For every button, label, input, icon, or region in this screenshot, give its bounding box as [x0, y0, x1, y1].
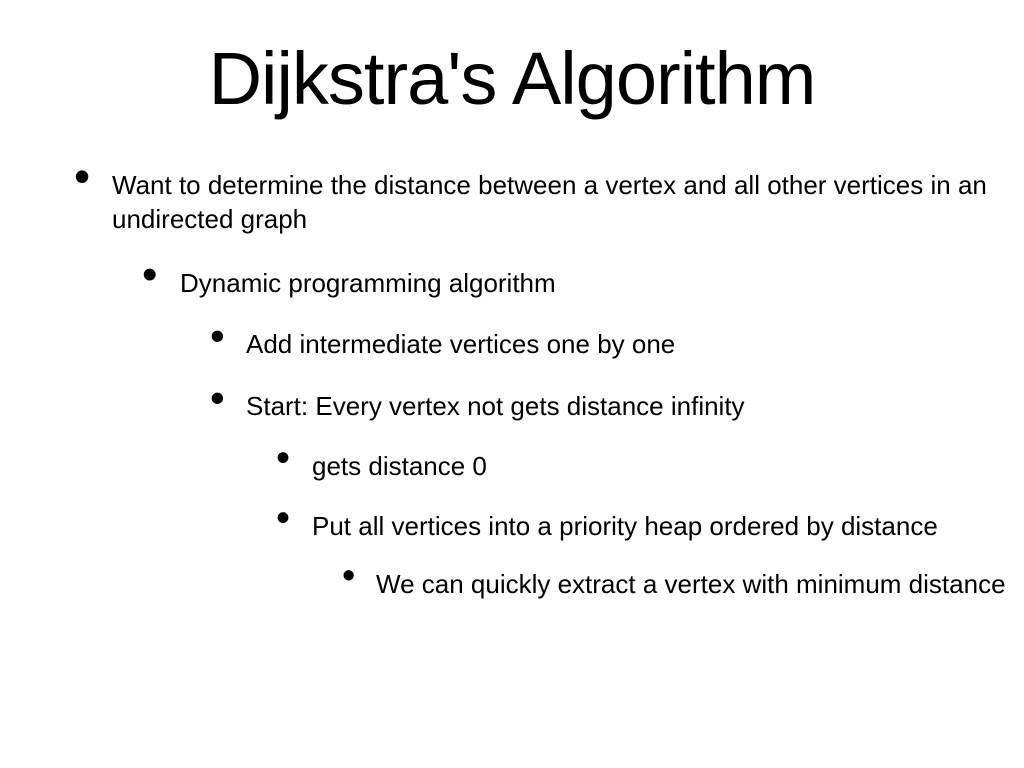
list-item: Put all vertices into a priority heap or… [270, 510, 1024, 602]
bullet-text: Dynamic programming algorithm [180, 268, 556, 298]
bullet-list: Add intermediate vertices one by one Sta… [180, 328, 1024, 601]
list-item: Want to determine the distance between a… [68, 169, 1024, 601]
list-item: Start: Every vertex not gets distance in… [204, 390, 1024, 601]
bullet-text: Put all vertices into a priority heap or… [312, 511, 938, 541]
bullet-text: We can quickly extract a vertex with min… [376, 569, 1006, 599]
bullet-list: Dynamic programming algorithm Add interm… [112, 267, 1024, 602]
bullet-text: Start: Every vertex not gets distance in… [246, 391, 745, 421]
bullet-text: Want to determine the distance between a… [112, 170, 987, 234]
list-item: Add intermediate vertices one by one [204, 328, 1024, 362]
list-item: gets distance 0 [270, 450, 1024, 484]
list-item: We can quickly extract a vertex with min… [336, 568, 1024, 602]
bullet-list: gets distance 0 Put all vertices into a … [246, 450, 1024, 601]
slide-title: Dijkstra's Algorithm [0, 0, 1024, 121]
bullet-text: gets distance 0 [312, 451, 487, 481]
slide: Dijkstra's Algorithm Want to determine t… [0, 0, 1024, 768]
list-item: Dynamic programming algorithm Add interm… [136, 267, 1024, 602]
bullet-list: Want to determine the distance between a… [0, 169, 1024, 601]
bullet-list: We can quickly extract a vertex with min… [312, 568, 1024, 602]
bullet-text: Add intermediate vertices one by one [246, 329, 675, 359]
